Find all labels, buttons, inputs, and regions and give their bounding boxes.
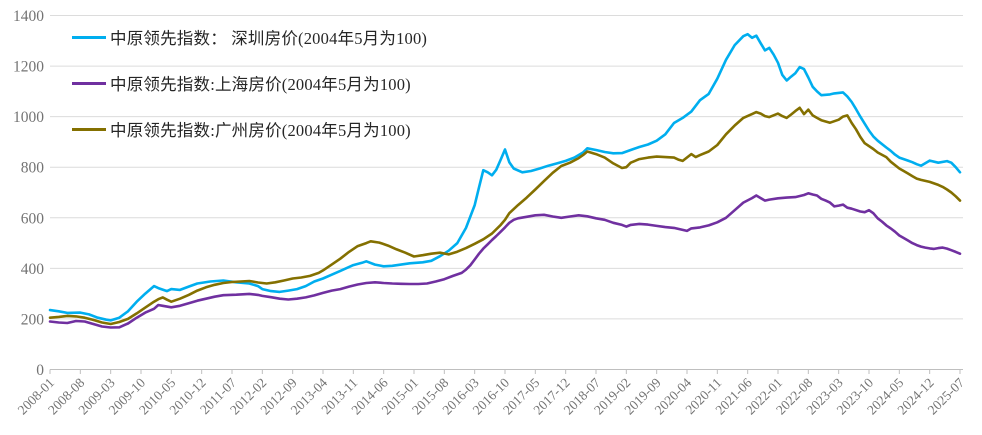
y-axis-label-800: 800 xyxy=(21,160,45,177)
legend-label-shenzhen: 中原领先指数： 深圳房价(2004年5月为100) xyxy=(110,29,428,48)
legend-line-swatch-shanghai xyxy=(72,81,106,85)
legend-item-shanghai: 中原领先指数:上海房价(2004年5月为100) xyxy=(72,68,427,98)
y-axis-label-1000: 1000 xyxy=(13,109,44,126)
legend-item-guangzhou: 中原领先指数:广州房价(2004年5月为100) xyxy=(72,114,427,144)
legend-item-shenzhen: 中原领先指数： 深圳房价(2004年5月为100) xyxy=(72,22,427,52)
series-lines xyxy=(48,32,962,329)
y-axis-label-0: 0 xyxy=(36,362,44,379)
axes xyxy=(49,369,963,374)
y-axis-label-200: 200 xyxy=(21,311,45,328)
x-axis-labels: 2008-012008-082009-032009-102010-052010-… xyxy=(15,375,968,418)
y-axis-label-1200: 1200 xyxy=(13,59,44,76)
y-axis-labels: 0 200 400 600 800 1000 1200 1400 xyxy=(13,8,44,379)
legend: 中原领先指数： 深圳房价(2004年5月为100) 中原领先指数:上海房价(20… xyxy=(72,22,427,144)
y-axis-label-1400: 1400 xyxy=(13,8,44,25)
series-line-guangzhou xyxy=(48,106,962,326)
legend-label-guangzhou: 中原领先指数:广州房价(2004年5月为100) xyxy=(110,121,411,140)
y-axis-label-400: 400 xyxy=(21,261,45,278)
legend-line-swatch-shenzhen xyxy=(72,35,106,39)
legend-line-swatch-guangzhou xyxy=(72,127,106,131)
y-axis-label-600: 600 xyxy=(21,210,45,227)
series-line-shanghai xyxy=(48,192,962,329)
legend-label-shanghai: 中原领先指数:上海房价(2004年5月为100) xyxy=(110,75,411,94)
